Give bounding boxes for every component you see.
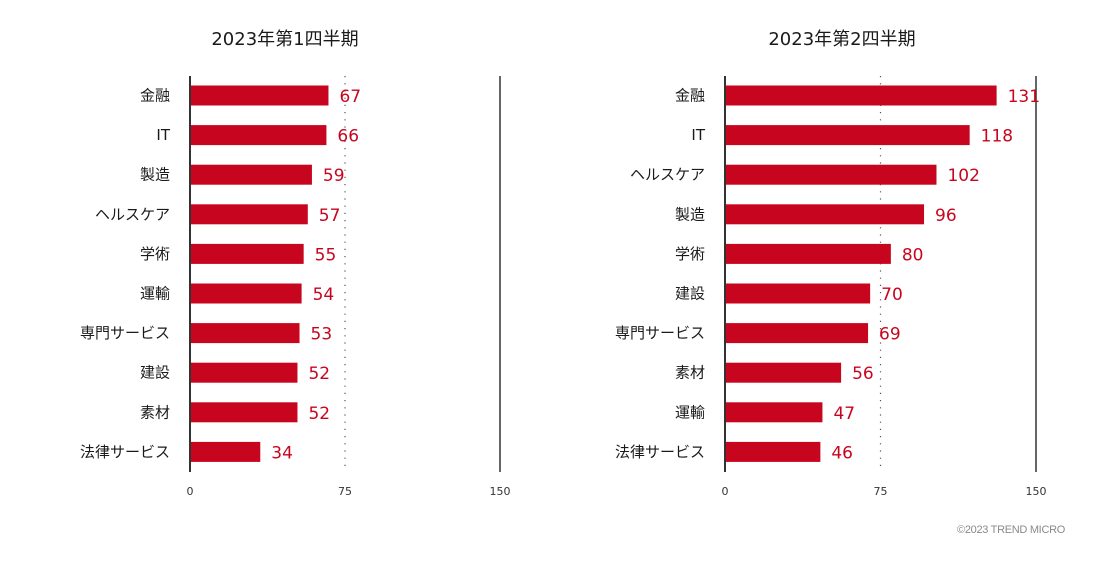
category-label: IT — [691, 126, 705, 144]
bar — [190, 283, 302, 304]
value-label: 53 — [311, 325, 333, 345]
category-label: 運輸 — [675, 403, 705, 421]
value-label: 52 — [308, 404, 330, 424]
bar — [190, 125, 327, 146]
x-tick-label: 150 — [1026, 485, 1047, 498]
category-label: IT — [156, 126, 170, 144]
value-label: 102 — [947, 166, 979, 186]
value-label: 66 — [337, 127, 359, 147]
bar — [190, 204, 308, 225]
category-label: 製造 — [140, 166, 170, 184]
category-label: 専門サービス — [615, 324, 705, 342]
bar — [190, 85, 329, 106]
bar — [725, 85, 997, 106]
value-label: 80 — [902, 245, 924, 265]
value-label: 96 — [935, 206, 957, 226]
value-label: 57 — [319, 206, 341, 226]
x-tick-label: 150 — [490, 485, 511, 498]
bar — [190, 164, 312, 185]
category-label: 金融 — [675, 87, 705, 105]
x-tick-label: 0 — [187, 485, 194, 498]
x-tick-label: 75 — [338, 485, 352, 498]
chart-title: 2023年第2四半期 — [768, 29, 915, 50]
copyright-footer: ©2023 TREND MICRO — [957, 524, 1065, 536]
value-label: 131 — [1008, 87, 1040, 107]
bar — [725, 243, 891, 264]
value-label: 59 — [323, 166, 345, 186]
bar — [725, 283, 871, 304]
value-label: 70 — [881, 285, 903, 305]
category-label: 製造 — [675, 205, 705, 223]
bar — [725, 164, 937, 185]
chart-title: 2023年第1四半期 — [211, 29, 358, 50]
bar — [725, 323, 869, 344]
bar — [190, 362, 298, 383]
bar — [725, 441, 821, 462]
value-label: 34 — [271, 443, 293, 463]
category-label: 素材 — [140, 403, 170, 421]
bar — [725, 402, 823, 423]
value-label: 52 — [308, 364, 330, 384]
category-label: 建設 — [675, 285, 705, 303]
category-label: ヘルスケア — [630, 166, 705, 184]
value-label: 118 — [981, 127, 1013, 147]
bar — [190, 441, 261, 462]
x-tick-label: 75 — [874, 485, 888, 498]
bar — [190, 323, 300, 344]
value-label: 46 — [831, 443, 853, 463]
bar — [725, 125, 970, 146]
category-label: 法律サービス — [615, 443, 705, 461]
value-label: 47 — [833, 404, 855, 424]
x-tick-label: 0 — [722, 485, 729, 498]
category-label: 学術 — [675, 245, 705, 263]
value-label: 67 — [339, 87, 361, 107]
category-label: 運輸 — [140, 285, 170, 303]
value-label: 55 — [315, 245, 337, 265]
category-label: ヘルスケア — [95, 205, 170, 223]
bar — [725, 204, 925, 225]
category-label: 専門サービス — [80, 324, 170, 342]
bar — [725, 362, 842, 383]
category-label: 法律サービス — [80, 443, 170, 461]
value-label: 69 — [879, 325, 901, 345]
category-label: 建設 — [140, 364, 170, 382]
bar — [190, 402, 298, 423]
value-label: 54 — [313, 285, 335, 305]
category-label: 金融 — [140, 87, 170, 105]
bar — [190, 243, 304, 264]
value-label: 56 — [852, 364, 874, 384]
category-label: 素材 — [675, 364, 705, 382]
category-label: 学術 — [140, 245, 170, 263]
